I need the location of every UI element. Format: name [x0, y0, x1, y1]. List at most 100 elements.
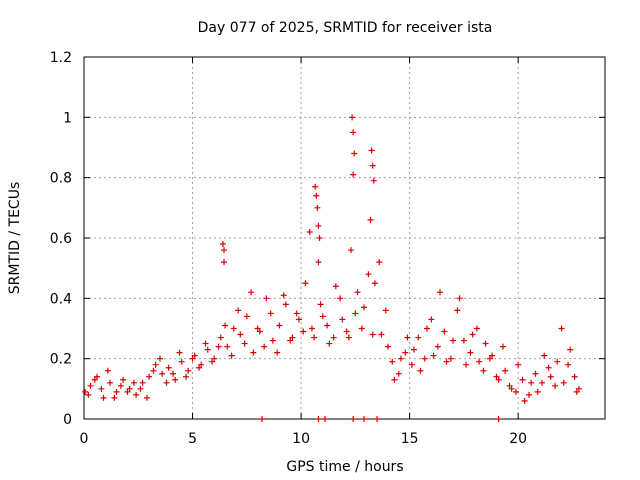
data-point	[94, 373, 101, 380]
data-point	[499, 343, 506, 350]
data-point	[486, 355, 493, 362]
data-point	[230, 325, 237, 332]
data-point	[408, 361, 415, 368]
data-point	[508, 385, 515, 392]
ticks: 0 5 10 15 20 0 0.2 0.4 0.6 0.8 1 1.2	[50, 50, 605, 447]
data-point	[228, 352, 235, 359]
data-point	[506, 382, 513, 389]
data-point	[176, 349, 183, 356]
data-point	[389, 358, 396, 365]
data-point	[326, 340, 333, 347]
data-point	[573, 388, 580, 395]
chart-title: Day 077 of 2025, SRMTID for receiver ist…	[198, 20, 493, 36]
data-point	[280, 292, 287, 299]
data-point	[526, 391, 533, 398]
data-point	[215, 343, 222, 350]
data-point	[87, 382, 94, 389]
data-point	[454, 307, 461, 314]
data-point	[159, 370, 166, 377]
data-point	[113, 388, 120, 395]
data-point	[321, 416, 328, 422]
data-point	[124, 388, 131, 395]
data-point	[156, 355, 163, 362]
data-point	[502, 367, 509, 374]
data-point	[382, 307, 389, 314]
data-point	[378, 331, 385, 338]
data-point	[248, 289, 255, 296]
data-point	[463, 361, 470, 368]
data-point	[306, 228, 313, 235]
data-point	[224, 343, 231, 350]
data-point	[447, 355, 454, 362]
data-point	[354, 289, 361, 296]
y-tick-label: 0	[63, 412, 72, 428]
data-point	[443, 358, 450, 365]
data-point	[456, 295, 463, 302]
data-point	[315, 222, 322, 229]
x-axis-label: GPS time / hours	[286, 459, 403, 475]
data-point	[311, 334, 318, 341]
data-point	[332, 283, 339, 290]
data-point	[434, 343, 441, 350]
data-point	[276, 322, 283, 329]
data-point	[185, 367, 192, 374]
data-point	[571, 373, 578, 380]
y-tick-label: 0.2	[50, 352, 72, 368]
data-point	[287, 337, 294, 344]
x-tick-label: 10	[292, 431, 310, 447]
data-point	[117, 382, 124, 389]
data-point	[368, 147, 375, 154]
data-point	[104, 367, 111, 374]
data-point	[371, 280, 378, 287]
data-point	[450, 337, 457, 344]
data-point	[361, 304, 368, 311]
data-point	[545, 364, 552, 371]
data-point	[369, 331, 376, 338]
data-point	[361, 416, 368, 422]
data-point	[274, 349, 281, 356]
data-point	[314, 204, 321, 211]
data-point	[369, 162, 376, 169]
data-point	[489, 352, 496, 359]
data-point	[130, 379, 137, 386]
data-point	[133, 391, 140, 398]
data-point	[217, 334, 224, 341]
y-tick-label: 1	[63, 110, 72, 126]
data-point	[172, 376, 179, 383]
data-point	[163, 379, 170, 386]
data-point	[495, 416, 502, 422]
data-point	[460, 337, 467, 344]
data-point	[221, 259, 228, 266]
data-point	[139, 379, 146, 386]
data-point	[91, 376, 98, 383]
data-point	[423, 325, 430, 332]
data-point	[402, 349, 409, 356]
data-point	[552, 382, 559, 389]
data-point	[515, 361, 522, 368]
data-point	[85, 391, 92, 398]
data-point	[191, 352, 198, 359]
data-point	[317, 301, 324, 308]
data-point	[319, 313, 326, 320]
data-point	[528, 379, 535, 386]
data-point	[417, 367, 424, 374]
data-point	[263, 295, 270, 302]
data-point	[469, 331, 476, 338]
data-point	[267, 310, 274, 317]
data-point	[183, 373, 190, 380]
data-point	[235, 307, 242, 314]
x-tick-label: 15	[401, 431, 419, 447]
data-point	[415, 334, 422, 341]
data-point	[404, 334, 411, 341]
data-point	[532, 370, 539, 377]
data-point	[204, 346, 211, 353]
data-point	[339, 316, 346, 323]
data-point	[343, 328, 350, 335]
data-point	[358, 325, 365, 332]
data-point	[493, 373, 500, 380]
data-point	[241, 340, 248, 347]
data-point	[397, 355, 404, 362]
data-point	[541, 352, 548, 359]
grid	[84, 57, 605, 419]
data-point	[476, 358, 483, 365]
